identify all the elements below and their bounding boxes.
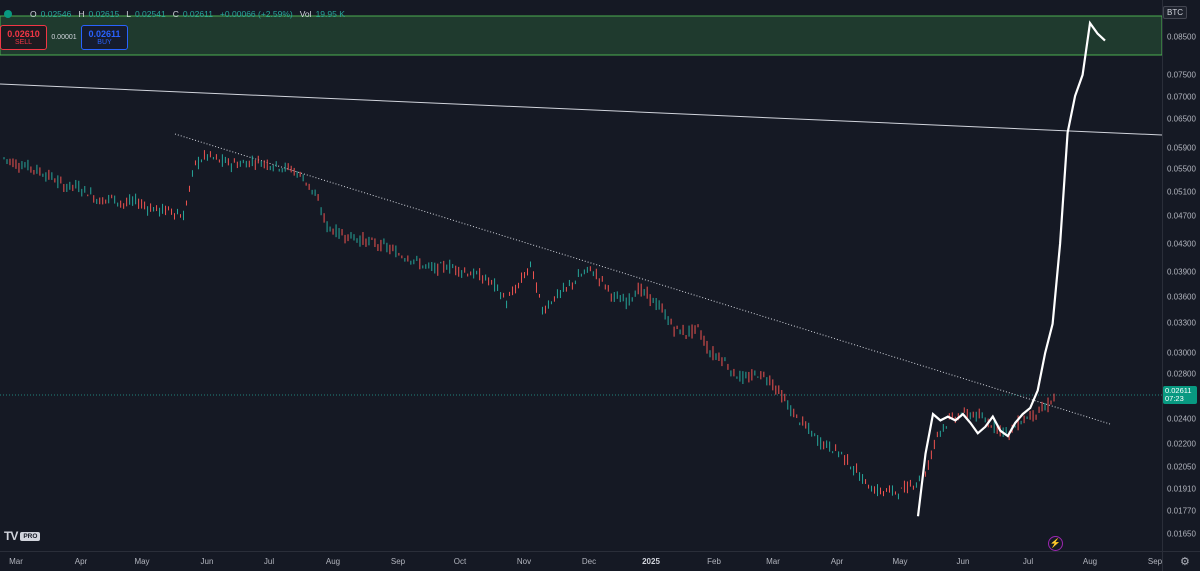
dotted-trendline[interactable] <box>174 133 1111 425</box>
buy-button[interactable]: 0.02611 BUY <box>81 24 128 50</box>
buy-price: 0.02611 <box>88 28 121 39</box>
price-chart[interactable] <box>0 0 1163 551</box>
price-tick-label: 0.03300 <box>1167 318 1196 328</box>
overlay-series-line <box>916 20 1106 517</box>
price-axis[interactable] <box>1162 0 1200 551</box>
price-tick-label: 0.07000 <box>1167 92 1196 102</box>
time-tick-label: Sep <box>1147 557 1163 566</box>
price-tick-label: 0.04700 <box>1167 211 1196 221</box>
time-tick-label: Nov <box>516 557 532 566</box>
price-tick-label: 0.02050 <box>1167 462 1196 472</box>
price-tick-label: 0.05900 <box>1167 143 1196 153</box>
candles <box>3 150 1055 500</box>
pro-badge: PRO <box>20 531 41 541</box>
price-tick-label: 0.02800 <box>1167 369 1196 379</box>
price-tick-label: 0.02200 <box>1167 439 1196 449</box>
price-tick-label: 0.04300 <box>1167 239 1196 249</box>
open-value: 0.02546 <box>40 9 72 19</box>
close-value: 0.02611 <box>182 9 213 19</box>
spread-value: 0.00001 <box>51 33 77 41</box>
time-tick-label: Jul <box>1022 557 1034 566</box>
chart-area[interactable]: O 0.02546 H 0.02615 L 0.02541 C 0.02611 +0.0… <box>0 0 1163 551</box>
low-value: 0.02541 <box>134 9 166 19</box>
time-axis[interactable]: Mar Apr May Jun Jul Aug Sep Oct Nov Dec 2025 Feb Mar… <box>0 551 1162 571</box>
time-tick-label: Dec <box>581 557 597 566</box>
price-tick-label: 0.07500 <box>1167 70 1196 80</box>
low-label: L <box>126 9 131 19</box>
time-tick-label: Sep <box>390 557 406 566</box>
price-tick-label: 0.02400 <box>1167 414 1196 424</box>
volume-value: 19.95 K <box>315 9 345 19</box>
time-tick-label: May <box>892 557 908 566</box>
time-tick-label: 2025 <box>642 557 660 566</box>
trade-panel: 0.02610 SELL 0.00001 0.02611 BUY <box>0 24 128 50</box>
sell-button[interactable]: 0.02610 SELL <box>0 24 47 50</box>
lightning-icon[interactable]: ⚡ <box>1048 536 1063 551</box>
current-price-value: 0.02611 <box>1165 386 1192 395</box>
time-tick-label: May <box>134 557 150 566</box>
price-tick-label: 0.01910 <box>1167 484 1196 494</box>
change-value: +0.00066 (+2.59%) <box>219 9 293 19</box>
time-tick-label: Apr <box>830 557 844 566</box>
volume-label: Vol <box>299 9 312 19</box>
price-tick-label: 0.03900 <box>1167 267 1196 277</box>
sell-label: SELL <box>14 38 33 46</box>
time-tick-label: Feb <box>707 557 721 566</box>
price-tick-label: 0.08500 <box>1167 32 1196 42</box>
price-tick-label: 0.01650 <box>1167 529 1196 539</box>
price-tick-label: 0.03000 <box>1167 348 1196 358</box>
current-price-tag: 0.02611 07:23 <box>1163 386 1197 404</box>
supply-zone[interactable] <box>0 15 1163 56</box>
long-trendline[interactable] <box>0 83 1163 136</box>
time-tick-label: Mar <box>9 557 23 566</box>
time-tick-label: Jun <box>956 557 970 566</box>
tradingview-logo[interactable]: TV PRO <box>4 529 41 543</box>
ohlc-legend: O 0.02546 H 0.02615 L 0.02541 C 0.02611 +0.0… <box>4 8 348 20</box>
symbol-badge[interactable]: BTC <box>1163 6 1187 19</box>
time-tick-label: Aug <box>325 557 341 566</box>
status-dot-icon <box>4 10 12 18</box>
time-tick-label: Jul <box>263 557 275 566</box>
bar-countdown: 07:23 <box>1165 394 1184 403</box>
time-tick-label: Jun <box>200 557 214 566</box>
time-tick-label: Aug <box>1082 557 1098 566</box>
price-tick-label: 0.05500 <box>1167 164 1196 174</box>
price-tick-label: 0.06500 <box>1167 114 1196 124</box>
close-label: C <box>172 9 179 19</box>
time-tick-label: Oct <box>453 557 467 566</box>
time-tick-label: Mar <box>766 557 780 566</box>
price-tick-label: 0.01770 <box>1167 506 1196 516</box>
logo-mark: TV <box>4 529 18 543</box>
price-tick-label: 0.05100 <box>1167 187 1196 197</box>
gear-icon[interactable]: ⚙ <box>1180 556 1190 568</box>
sell-price: 0.02610 <box>7 28 40 39</box>
axis-corner <box>1162 551 1200 571</box>
high-label: H <box>78 9 85 19</box>
time-tick-label: Apr <box>74 557 88 566</box>
buy-label: BUY <box>97 38 112 46</box>
open-label: O <box>30 9 37 19</box>
high-value: 0.02615 <box>88 9 120 19</box>
price-tick-label: 0.03600 <box>1167 292 1196 302</box>
